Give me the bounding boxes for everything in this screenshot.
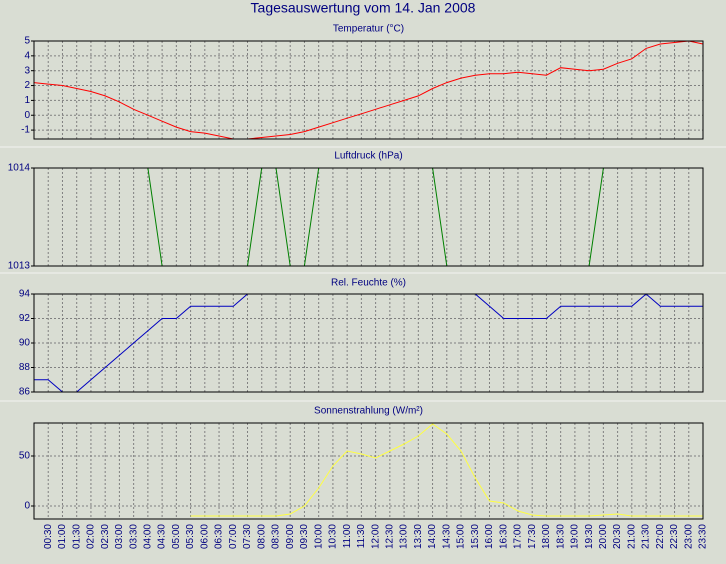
- x-tick-label: 12:30: [384, 524, 395, 549]
- x-tick-label: 11:00: [342, 524, 353, 549]
- x-tick-label: 09:30: [299, 524, 310, 549]
- x-tick-label: 02:00: [86, 524, 97, 549]
- x-tick-label: 19:00: [570, 524, 581, 549]
- x-tick-label: 11:30: [356, 524, 367, 549]
- y-tick-label: 1014: [8, 163, 31, 174]
- y-tick-label: 5: [24, 36, 30, 47]
- chart-title: Temperatur (°C): [333, 24, 404, 35]
- plot-frame: [33, 293, 704, 393]
- x-tick-label: 12:00: [370, 524, 381, 549]
- x-tick-label: 22:30: [669, 524, 680, 549]
- x-tick-label: 20:00: [598, 524, 609, 549]
- y-tick-label: 50: [19, 451, 31, 462]
- page-title: Tagesauswertung vom 14. Jan 2008: [251, 0, 476, 16]
- x-tick-label: 07:30: [242, 524, 253, 549]
- x-tick-label: 15:30: [470, 524, 481, 549]
- y-tick-label: 92: [19, 313, 31, 324]
- x-tick-label: 15:00: [456, 524, 467, 549]
- x-tick-label: 13:30: [413, 524, 424, 549]
- y-tick-label: 86: [19, 387, 31, 398]
- x-tick-label: 06:30: [214, 524, 225, 549]
- y-tick-label: 0: [24, 110, 30, 121]
- chart-title: Rel. Feuchte (%): [331, 278, 406, 289]
- data-line: [190, 423, 703, 517]
- y-tick-label: 90: [19, 338, 31, 349]
- x-tick-label: 03:30: [128, 524, 139, 549]
- x-tick-label: 13:00: [399, 524, 410, 549]
- chart-title: Luftdruck (hPa): [334, 151, 402, 162]
- x-tick-label: 16:30: [498, 524, 509, 549]
- plot-frame: [33, 40, 704, 140]
- data-line: [33, 40, 704, 140]
- y-tick-label: 1: [24, 95, 30, 106]
- y-tick-label: 88: [19, 362, 31, 373]
- x-tick-label: 14:00: [427, 524, 438, 549]
- x-tick-label: 21:00: [626, 524, 637, 549]
- x-tick-label: 14:30: [441, 524, 452, 549]
- x-tick-label: 19:30: [584, 524, 595, 549]
- chart-title: Sonnenstrahlung (W/m²): [314, 406, 423, 417]
- y-tick-label: 0: [24, 501, 30, 512]
- plot-frame: [33, 422, 704, 520]
- x-tick-label: 17:30: [527, 524, 538, 549]
- y-tick-label: 4: [24, 50, 30, 61]
- x-tick-label: 18:00: [541, 524, 552, 549]
- x-tick-label: 05:00: [171, 524, 182, 549]
- x-tick-label: 04:30: [157, 524, 168, 549]
- plot-frame: [33, 167, 704, 267]
- x-tick-label: 01:30: [71, 524, 82, 549]
- x-tick-label: 23:00: [683, 524, 694, 549]
- x-tick-label: 17:00: [513, 524, 524, 549]
- y-tick-label: 3: [24, 65, 30, 76]
- x-tick-label: 03:00: [114, 524, 125, 549]
- x-tick-label: 10:00: [313, 524, 324, 549]
- y-tick-label: 94: [19, 289, 31, 300]
- x-tick-label: 20:30: [612, 524, 623, 549]
- x-tick-label: 07:00: [228, 524, 239, 549]
- x-tick-label: 01:00: [57, 524, 68, 549]
- y-tick-label: -1: [21, 125, 30, 136]
- x-tick-label: 10:30: [328, 524, 339, 549]
- x-tick-label: 08:30: [271, 524, 282, 549]
- x-tick-label: 21:30: [641, 524, 652, 549]
- x-tick-label: 02:30: [100, 524, 111, 549]
- x-tick-label: 16:00: [484, 524, 495, 549]
- y-tick-label: 1013: [8, 261, 31, 272]
- y-tick-label: 2: [24, 80, 30, 91]
- x-tick-label: 05:30: [185, 524, 196, 549]
- x-tick-label: 06:00: [199, 524, 210, 549]
- x-tick-label: 04:00: [143, 524, 154, 549]
- x-tick-label: 23:30: [698, 524, 709, 549]
- x-tick-label: 08:00: [256, 524, 267, 549]
- x-tick-label: 00:30: [43, 524, 54, 549]
- x-tick-label: 22:00: [655, 524, 666, 549]
- x-tick-label: 09:00: [285, 524, 296, 549]
- x-tick-label: 18:30: [555, 524, 566, 549]
